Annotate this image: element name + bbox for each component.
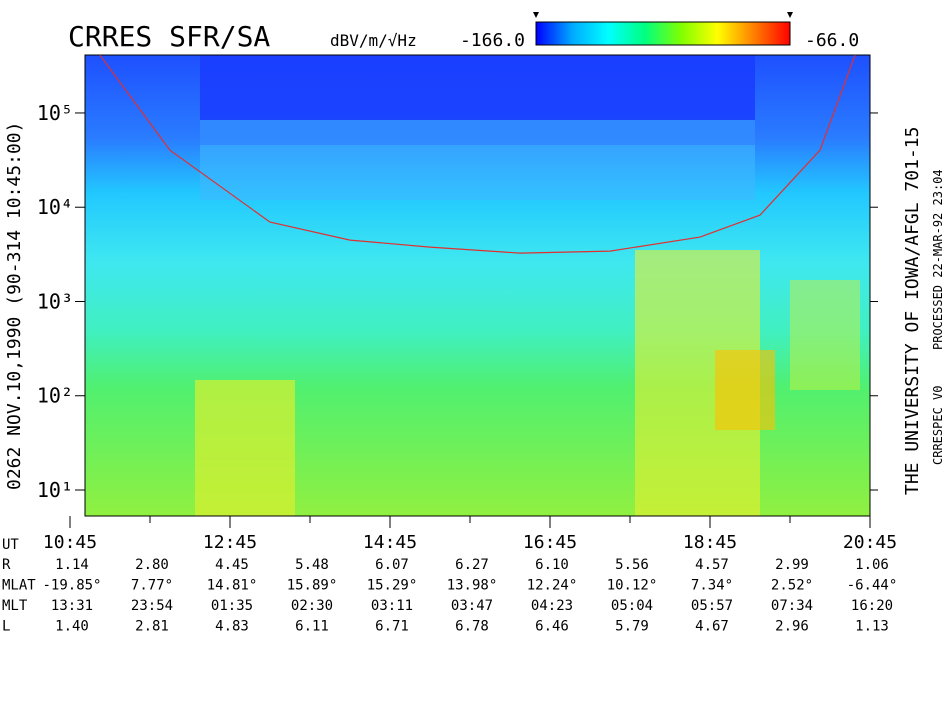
table-cell: 12.24° — [527, 578, 578, 594]
y-tick-label: 10³ — [37, 289, 73, 313]
table-cell: 16:20 — [851, 598, 893, 614]
table-cell: 5.56 — [615, 557, 649, 573]
table-cell: 1.14 — [55, 557, 89, 573]
table-cell: 6.78 — [455, 619, 489, 635]
table-cell: 14.81° — [207, 578, 258, 594]
table-cell: 1.40 — [55, 619, 89, 635]
table-cell: 2.52° — [771, 578, 813, 594]
table-cell: 07:34 — [771, 598, 813, 614]
table-cell: 4.57 — [695, 557, 729, 573]
table-cell: 6.10 — [535, 557, 569, 573]
table-cell: 02:30 — [291, 598, 333, 614]
x-tick-label: 18:45 — [683, 532, 737, 553]
table-cell: 5.79 — [615, 619, 649, 635]
side-text: CRRESPEC V0 — [931, 386, 945, 465]
table-cell: 23:54 — [131, 598, 173, 614]
table-cell: 2.99 — [775, 557, 809, 573]
table-cell: 04:23 — [531, 598, 573, 614]
table-cell: 4.67 — [695, 619, 729, 635]
table-cell: 03:11 — [371, 598, 413, 614]
colorbar-label: dBV/m/√Hz — [330, 31, 417, 50]
x-tick-label: 12:45 — [203, 532, 257, 553]
side-text: THE UNIVERSITY OF IOWA/AFGL 701-15 — [902, 127, 923, 495]
table-cell: 05:57 — [691, 598, 733, 614]
table-cell: 2.81 — [135, 619, 169, 635]
x-tick-label: 10:45 — [43, 532, 97, 553]
y-tick-label: 10¹ — [37, 478, 73, 502]
row-label: L — [2, 619, 10, 635]
table-cell: 7.34° — [691, 578, 733, 594]
table-cell: 6.46 — [535, 619, 569, 635]
table-cell: -19.85° — [42, 578, 101, 594]
chart-title: CRRES SFR/SA — [68, 20, 270, 53]
x-tick-label: 14:45 — [363, 532, 417, 553]
row-label: MLT — [2, 598, 28, 614]
y-tick-label: 10⁵ — [37, 101, 73, 125]
table-cell: 15.89° — [287, 578, 338, 594]
row-label: R — [2, 557, 11, 573]
spectrogram-image — [84, 54, 871, 517]
y-axis-label: 0262 NOV.10,1990 (90-314 10:45:00) — [4, 122, 25, 490]
colorbar-max: -66.0 — [805, 30, 859, 51]
table-cell: 10.12° — [607, 578, 658, 594]
table-cell: 15.29° — [367, 578, 418, 594]
y-tick-label: 10⁴ — [37, 195, 73, 219]
table-cell: 6.27 — [455, 557, 489, 573]
colorbar-scale — [535, 21, 791, 46]
table-cell: 2.96 — [775, 619, 809, 635]
side-text: PROCESSED 22-MAR-92 23:04 — [931, 169, 945, 350]
table-cell: 7.77° — [131, 578, 173, 594]
y-tick-label: 10² — [37, 384, 73, 408]
table-cell: 4.83 — [215, 619, 249, 635]
table-cell: 1.06 — [855, 557, 889, 573]
colorbar-min: -166.0 — [460, 30, 525, 51]
table-cell: 01:35 — [211, 598, 253, 614]
colorbar — [533, 12, 793, 46]
x-tick-label: 16:45 — [523, 532, 577, 553]
table-cell: 6.71 — [375, 619, 409, 635]
table-cell: 6.11 — [295, 619, 329, 635]
table-cell: -6.44° — [847, 578, 898, 594]
table-cell: 03:47 — [451, 598, 493, 614]
table-cell: 05:04 — [611, 598, 653, 614]
table-cell: 4.45 — [215, 557, 249, 573]
colorbar-tick — [787, 12, 793, 18]
table-cell: 13.98° — [447, 578, 498, 594]
table-cell: 13:31 — [51, 598, 93, 614]
row-label: MLAT — [2, 578, 36, 594]
x-tick-label: 20:45 — [843, 532, 897, 553]
curve — [99, 54, 856, 254]
colorbar-tick — [533, 12, 539, 18]
table-cell: 2.80 — [135, 557, 169, 573]
x-axis-label: UT — [2, 537, 19, 553]
table-cell: 6.07 — [375, 557, 409, 573]
table-cell: 1.13 — [855, 619, 889, 635]
table-cell: 5.48 — [295, 557, 329, 573]
